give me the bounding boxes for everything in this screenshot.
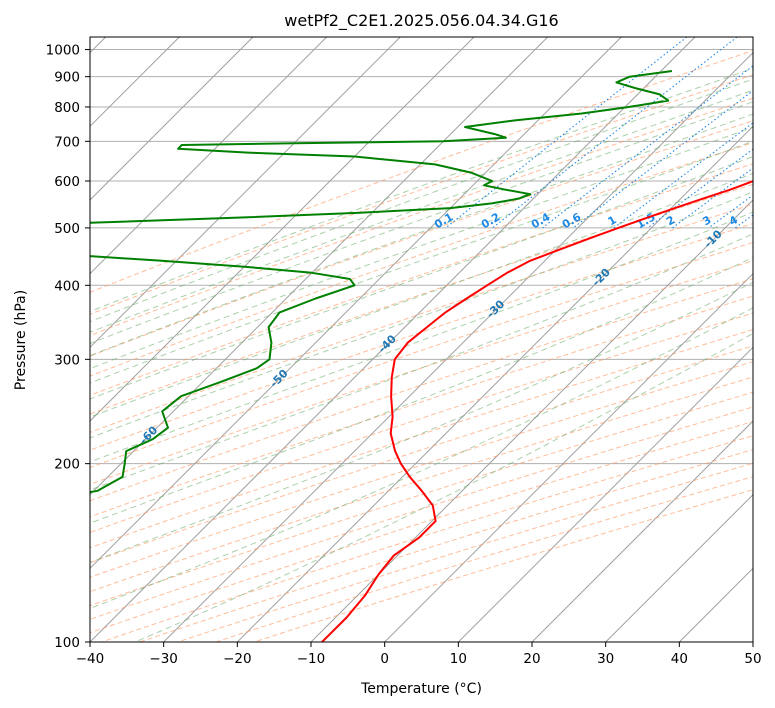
x-tick-label: 40 [671,651,688,667]
isotherm-line [90,37,549,496]
isotherm-line [384,272,753,642]
isotherm-line [605,493,753,642]
x-tick-label: −20 [223,651,252,667]
isotherm-line [678,567,753,642]
plot-frame [89,36,754,643]
moist-adiabat [90,89,753,333]
dry-adiabat [252,489,753,642]
chart-title: wetPf2_C2E1.2025.056.04.34.G16 [284,11,558,31]
mixing-ratio-line [672,167,753,229]
isotherm-line [752,641,753,642]
x-tick-label: 30 [597,651,614,667]
isotherm-line [90,37,328,275]
y-tick-label: 500 [54,221,80,237]
sounding-series [90,70,753,642]
y-tick-label: 300 [54,352,80,368]
isotherm-line [163,51,753,642]
dry-adiabat [90,74,753,315]
dry-adiabat [90,420,753,634]
x-tick-label: 10 [450,651,467,667]
axis-ticks: −40 −30 −20 −10 0 10 20 30 40 50 100 200 300 400 500 60… [46,43,762,667]
moist-adiabat [90,140,753,384]
moist-adiabat [90,281,753,563]
background-lines [90,37,753,642]
moist-adiabat [90,233,753,491]
moist-adiabat [90,113,753,357]
isotherm-line [90,37,622,570]
x-tick-label: 0 [380,651,389,667]
x-tick-label: 50 [744,651,761,667]
temperature-trace [321,180,753,642]
mixing-ratio-label: 1 [606,213,619,228]
mixing-ratio-line [492,37,738,229]
moist-adiabat [90,172,753,418]
moist-adiabat [90,67,753,313]
y-tick-label: 800 [54,100,80,116]
isotherm-label: -70 [8,479,31,502]
moist-adiabat [90,126,753,370]
dry-adiabat [90,50,753,293]
y-tick-label: 100 [54,635,80,651]
x-tick-label: −10 [297,651,326,667]
mixing-ratio-label: 6 [766,213,775,228]
isotherm-line [90,37,254,201]
isotherm-line [457,346,753,642]
y-tick-label: 900 [54,70,80,86]
mixing-ratio-label: 4 [727,213,740,228]
isotherm-line [531,420,753,642]
dewpoint-trace [90,70,673,494]
moist-adiabat [90,156,753,400]
y-tick-label: 200 [54,457,80,473]
isotherm-line [90,37,475,422]
isotherm-line [90,37,401,349]
x-tick-label: 20 [523,651,540,667]
moist-adiabat [90,78,753,323]
moist-adiabat [135,332,753,642]
x-tick-label: −30 [149,651,178,667]
moist-adiabat [90,211,753,463]
mixing-ratio-line [734,214,753,229]
isotherm-line [90,37,696,642]
x-tick-label: −40 [76,651,105,667]
y-tick-label: 600 [54,174,80,190]
moist-adiabat [90,257,753,524]
isotherm-line [236,125,753,642]
y-tick-label: 400 [54,278,80,294]
x-axis-label: Temperature (°C) [360,681,482,697]
dry-adiabat [90,120,753,357]
y-tick-label: 700 [54,134,80,150]
mixing-ratio-line [572,90,753,229]
y-axis-label: Pressure (hPa) [13,290,29,390]
mixing-ratio-line [542,65,753,229]
y-tick-label: 1000 [46,43,80,59]
dry-adiabat [90,163,753,396]
